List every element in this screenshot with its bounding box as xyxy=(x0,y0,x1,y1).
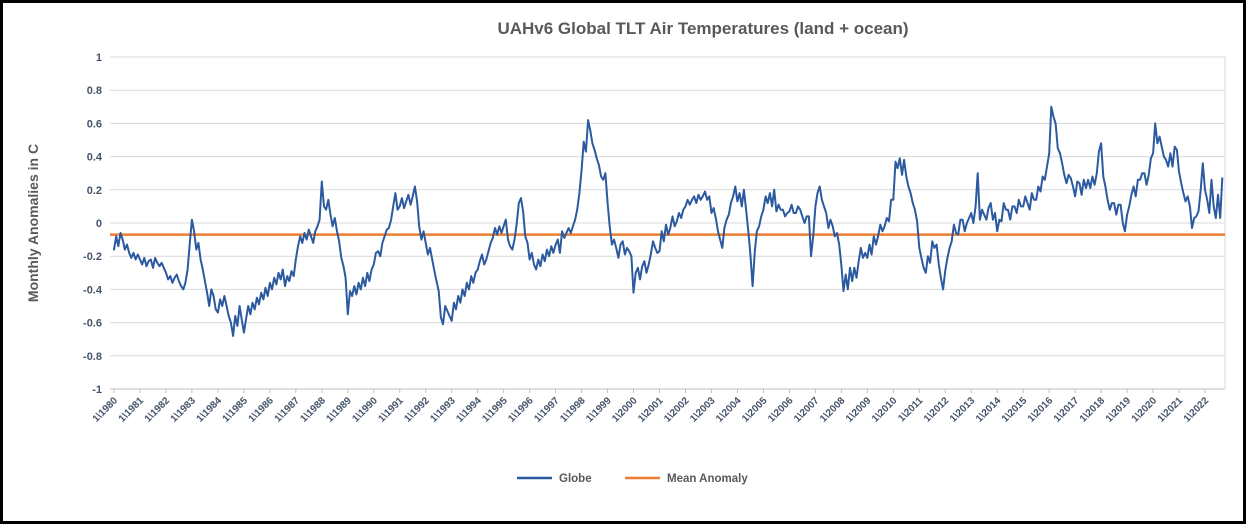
x-tick-label: 1\2010 xyxy=(870,395,900,425)
x-tick-label: 1\1993 xyxy=(428,395,458,425)
x-tick-label: 1\2002 xyxy=(662,395,692,425)
x-tick-label: 1\1984 xyxy=(195,395,225,425)
y-axis-title: Monthly Anomalies in C xyxy=(25,144,41,302)
x-tick-label: 1\1980 xyxy=(91,395,121,425)
temperature-line-chart: UAHv6 Global TLT Air Temperatures (land … xyxy=(25,19,1226,485)
x-tick-label: 1\1988 xyxy=(299,395,329,425)
legend-label-mean-anomaly: Mean Anomaly xyxy=(667,473,748,485)
y-tick-label: -0.2 xyxy=(83,251,102,263)
x-tick-label: 1\2001 xyxy=(636,395,666,425)
x-tick-label: 1\1994 xyxy=(454,395,484,425)
x-tick-label: 1\2006 xyxy=(766,395,796,425)
x-tick-label: 1\1997 xyxy=(532,395,562,425)
y-axis-tick-labels: 1 0.8 0.6 0.4 0.2 0 -0.2 -0.4 -0.6 -0.8 -1 xyxy=(83,52,103,396)
x-tick-label: 1\2018 xyxy=(1078,395,1108,425)
x-tick-label: 1\1999 xyxy=(584,395,614,425)
x-tick-label: 1\2008 xyxy=(818,395,848,425)
x-tick-label: 1\2019 xyxy=(1104,395,1134,425)
y-tick-label: 0.4 xyxy=(87,152,103,164)
x-tick-label: 1\1982 xyxy=(143,395,173,425)
x-tick-label: 1\2021 xyxy=(1156,395,1186,425)
x-tick-label: 1\1986 xyxy=(247,395,277,425)
x-tick-label: 1\2014 xyxy=(974,395,1004,425)
x-tick-label: 1\1989 xyxy=(324,395,354,425)
y-tick-label: 0.8 xyxy=(87,85,102,97)
x-tick-label: 1\2017 xyxy=(1052,395,1082,425)
x-tick-label: 1\2022 xyxy=(1182,395,1212,425)
y-tick-label: 0.2 xyxy=(87,185,102,197)
x-tick-label: 1\1983 xyxy=(169,395,199,425)
x-tick-label: 1\1990 xyxy=(350,395,380,425)
x-tick-label: 1\1987 xyxy=(273,395,303,425)
y-tick-label: -1 xyxy=(92,384,102,396)
y-tick-label: -0.4 xyxy=(83,284,103,296)
y-tick-label: 0 xyxy=(96,218,102,230)
chart-title: UAHv6 Global TLT Air Temperatures (land … xyxy=(497,19,908,38)
x-tick-label: 1\2020 xyxy=(1130,395,1160,425)
x-tick-label: 1\2015 xyxy=(1000,395,1030,425)
x-tick-label: 1\1996 xyxy=(506,395,536,425)
x-tick-label: 1\1985 xyxy=(221,395,251,425)
x-tick-label: 1\1981 xyxy=(117,395,147,425)
x-tick-label: 1\2005 xyxy=(740,395,770,425)
legend-label-globe: Globe xyxy=(559,473,592,485)
x-tick-label: 1\2016 xyxy=(1026,395,1056,425)
y-tick-label: 0.6 xyxy=(87,118,102,130)
y-tick-label: 1 xyxy=(96,52,102,64)
y-tick-label: -0.6 xyxy=(83,318,102,330)
x-tick-label: 1\1995 xyxy=(480,395,510,425)
x-tick-label: 1\2011 xyxy=(896,395,925,424)
x-tick-label: 1\2000 xyxy=(610,395,640,425)
x-tick-label: 1\1998 xyxy=(558,395,588,425)
x-tick-label: 1\1992 xyxy=(402,395,432,425)
gridlines xyxy=(110,56,1226,390)
legend: Globe Mean Anomaly xyxy=(517,473,748,485)
x-axis-ticks xyxy=(113,389,1206,393)
globe-series-line xyxy=(113,105,1224,337)
x-tick-label: 1\2004 xyxy=(714,395,744,425)
plot-area xyxy=(110,105,1225,337)
x-tick-label: 1\2009 xyxy=(844,395,874,425)
x-tick-label: 1\2012 xyxy=(922,395,952,425)
x-tick-label: 1\2013 xyxy=(948,395,978,425)
y-tick-label: -0.8 xyxy=(83,351,102,363)
x-tick-label: 1\2003 xyxy=(688,395,718,425)
x-tick-label: 1\1991 xyxy=(376,395,406,425)
x-tick-label: 1\2007 xyxy=(792,395,822,425)
x-axis-tick-labels: 1\19801\19811\19821\19831\19841\19851\19… xyxy=(91,395,1212,425)
